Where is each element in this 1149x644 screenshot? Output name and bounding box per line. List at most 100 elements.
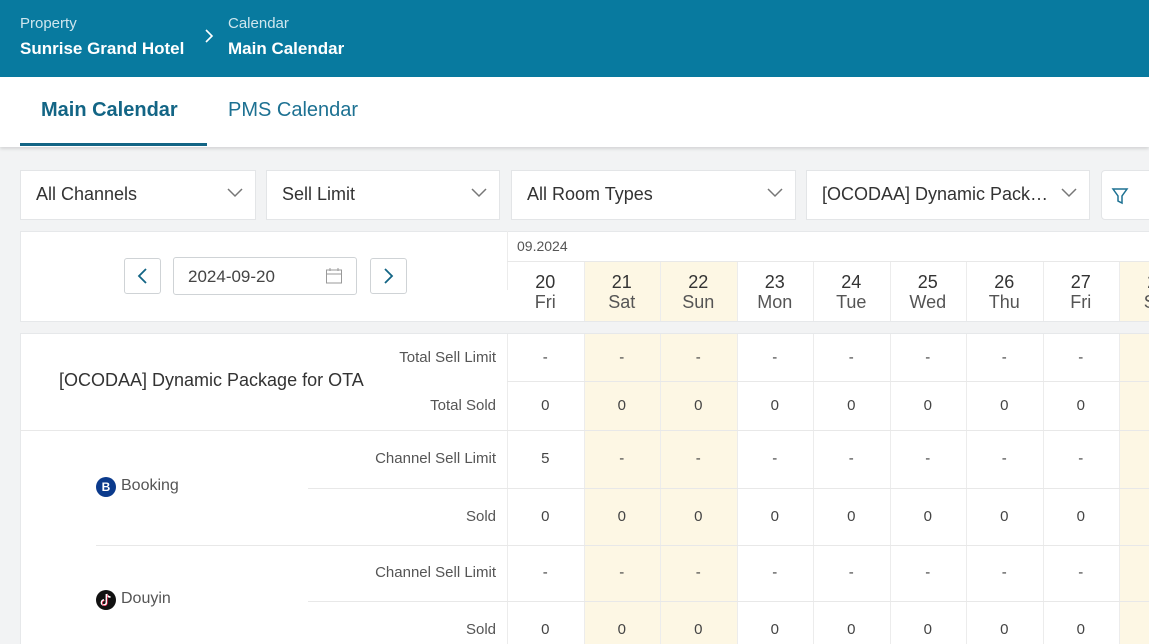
weekday: Fri bbox=[534, 292, 556, 312]
column-divider bbox=[736, 334, 738, 644]
breadcrumb-value[interactable]: Main Calendar bbox=[228, 39, 345, 58]
column-divider bbox=[1042, 334, 1044, 644]
cell-value: - bbox=[619, 564, 625, 581]
column-divider bbox=[507, 334, 508, 644]
day-number: 24 bbox=[841, 272, 862, 292]
section-divider bbox=[20, 430, 1149, 431]
cell-value: - bbox=[1078, 564, 1084, 581]
cell-value: 5 bbox=[541, 450, 550, 467]
weekend-shade bbox=[660, 334, 737, 644]
cell-value: 0 bbox=[617, 396, 626, 414]
cell-value: - bbox=[848, 450, 854, 467]
cell-value: 0 bbox=[1000, 507, 1009, 525]
cell-value: 0 bbox=[541, 507, 550, 525]
weekday: Mon bbox=[757, 292, 793, 312]
cell-value: - bbox=[848, 564, 854, 581]
weekend-shade bbox=[1119, 334, 1149, 644]
column-divider bbox=[660, 334, 661, 644]
filter-dropdown[interactable]: All Room Types bbox=[511, 170, 796, 220]
channel-name: Booking bbox=[121, 477, 179, 494]
row-label: Sold bbox=[465, 620, 496, 638]
cell-value: - bbox=[925, 348, 931, 366]
day-number: 21 bbox=[611, 272, 632, 292]
weekday: Sat bbox=[608, 292, 636, 312]
prev-button[interactable] bbox=[124, 258, 161, 294]
weekend-shade bbox=[583, 262, 660, 321]
column-divider bbox=[966, 262, 967, 321]
cell-value: 0 bbox=[1076, 396, 1085, 414]
column-divider bbox=[813, 262, 814, 321]
filter-dropdown[interactable]: [OCODAA] Dynamic Packa... bbox=[806, 170, 1090, 220]
channel-name: Douyin bbox=[121, 590, 171, 607]
cell-value: 0 bbox=[1000, 620, 1009, 638]
breadcrumb-value[interactable]: Sunrise Grand Hotel bbox=[20, 39, 185, 58]
tab-underline bbox=[20, 143, 207, 146]
cell-value: - bbox=[542, 348, 548, 366]
day-number: 28 bbox=[1119, 272, 1149, 293]
cell-value: - bbox=[848, 348, 854, 366]
column-divider bbox=[1042, 262, 1044, 321]
cell-value: - bbox=[925, 564, 931, 581]
weekend-shade bbox=[660, 262, 737, 321]
cell-value: 0 bbox=[847, 507, 856, 525]
tab-bar bbox=[0, 77, 1149, 147]
cell-value: - bbox=[1001, 348, 1007, 366]
cell-value: 0 bbox=[1000, 396, 1009, 414]
day-number: 25 bbox=[917, 272, 938, 292]
cell-value: - bbox=[695, 564, 701, 581]
filter-dropdown[interactable]: Sell Limit bbox=[266, 170, 500, 220]
weekday: Fri bbox=[1070, 292, 1092, 312]
column-divider bbox=[583, 262, 585, 321]
row-divider bbox=[308, 488, 1149, 489]
cell-value: 0 bbox=[923, 396, 932, 414]
cell-value: 0 bbox=[1076, 507, 1085, 525]
row-label: Channel Sell Limit bbox=[375, 450, 496, 467]
cell-value: - bbox=[1078, 348, 1084, 366]
cell-value: - bbox=[619, 348, 625, 366]
row-label: Channel Sell Limit bbox=[375, 564, 496, 581]
filter-button[interactable] bbox=[1101, 170, 1149, 220]
cell-value: 0 bbox=[847, 620, 856, 638]
weekday: Sat bbox=[1119, 292, 1149, 313]
day-number: 26 bbox=[994, 272, 1015, 292]
column-divider bbox=[583, 334, 585, 644]
cell-value: - bbox=[542, 564, 548, 581]
dropdown-arrow bbox=[1060, 185, 1078, 198]
weekday: Sun bbox=[682, 292, 715, 312]
dropdown-arrow bbox=[766, 185, 784, 198]
weekend-shade bbox=[583, 334, 660, 644]
header-bar bbox=[0, 0, 1149, 77]
next-button[interactable] bbox=[370, 258, 407, 294]
row-divider bbox=[308, 601, 1149, 602]
weekday: Tue bbox=[836, 292, 867, 312]
tab[interactable]: PMS Calendar bbox=[228, 99, 359, 121]
cell-value: - bbox=[772, 450, 778, 467]
filter-dropdown[interactable]: All Channels bbox=[20, 170, 256, 220]
tab[interactable]: Main Calendar bbox=[41, 99, 178, 121]
breadcrumb-separator bbox=[202, 27, 216, 45]
cell-value: 0 bbox=[1076, 620, 1085, 638]
dropdown-arrow bbox=[226, 185, 244, 198]
cell-value: - bbox=[695, 450, 701, 467]
column-divider bbox=[660, 262, 661, 321]
column-divider bbox=[1119, 262, 1120, 321]
breadcrumb-label: Property bbox=[20, 15, 77, 32]
cell-value: - bbox=[1001, 450, 1007, 467]
cell-value: 0 bbox=[770, 396, 779, 414]
row-label: Total Sold bbox=[430, 396, 496, 414]
row-label: Sold bbox=[465, 507, 496, 525]
cell-value: - bbox=[772, 348, 778, 366]
cell-value: 0 bbox=[847, 396, 856, 414]
cell-value: 0 bbox=[770, 620, 779, 638]
row-label: Total Sell Limit bbox=[399, 348, 496, 366]
cell-value: - bbox=[925, 450, 931, 467]
weekday: Wed bbox=[909, 292, 947, 312]
column-divider bbox=[736, 262, 738, 321]
cell-value: 0 bbox=[617, 507, 626, 525]
cell-value: 0 bbox=[694, 507, 703, 525]
package-name: [OCODAA] Dynamic Package for OTA bbox=[59, 370, 364, 390]
cell-value: 0 bbox=[694, 620, 703, 638]
weekend-shade bbox=[1119, 262, 1149, 321]
cell-value: 0 bbox=[541, 620, 550, 638]
